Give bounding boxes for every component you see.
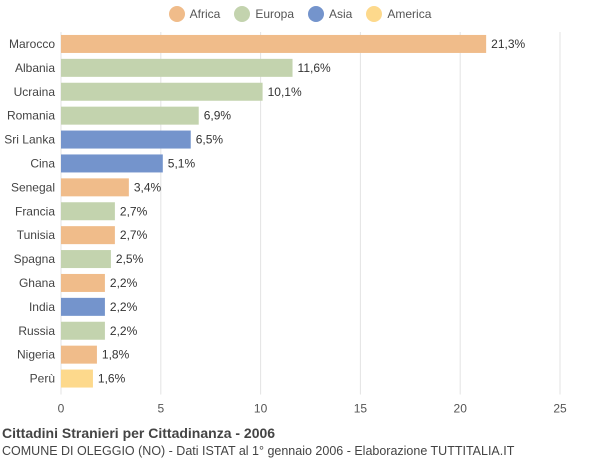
category-label: Ghana (19, 276, 55, 290)
data-label: 3,4% (134, 180, 162, 194)
data-label: 2,5% (116, 252, 144, 266)
bar (61, 130, 191, 149)
data-label: 2,2% (110, 276, 138, 290)
x-tick-label: 0 (58, 402, 65, 416)
category-label: Romania (7, 109, 55, 123)
bar (61, 250, 111, 269)
category-label: Albania (15, 61, 55, 75)
legend-label-africa: Africa (189, 7, 221, 21)
category-label: Spagna (14, 252, 56, 266)
legend-item-america: America (366, 6, 431, 22)
bar (61, 345, 97, 364)
chart-legend: Africa Europa Asia America (0, 6, 600, 22)
chart-subtitle: COMUNE DI OLEGGIO (NO) - Dati ISTAT al 1… (2, 444, 515, 458)
category-label: India (29, 300, 55, 314)
category-label: Tunisia (17, 228, 56, 242)
category-label: Russia (18, 324, 55, 338)
data-label: 2,7% (120, 204, 148, 218)
data-label: 11,6% (298, 61, 331, 75)
data-label: 10,1% (268, 85, 302, 99)
legend-label-europa: Europa (255, 7, 295, 21)
x-tick-label: 25 (553, 402, 567, 416)
bar (61, 321, 105, 340)
legend-label-america: America (387, 7, 432, 21)
category-label: Nigeria (17, 348, 55, 362)
bar (61, 369, 93, 388)
legend-swatch-america (366, 6, 383, 22)
data-label: 2,2% (110, 300, 138, 314)
bar (61, 178, 129, 197)
data-label: 6,9% (204, 109, 232, 123)
data-label: 2,7% (120, 228, 148, 242)
legend-label-asia: Asia (329, 7, 353, 21)
bar (61, 106, 199, 125)
data-label: 6,5% (196, 133, 224, 147)
category-label: Ucraina (14, 85, 56, 99)
category-label: Perù (30, 372, 55, 386)
legend-swatch-europa (234, 6, 251, 22)
legend-item-europa: Europa (234, 6, 294, 22)
bar-chart: 0 5 10 15 20 25 Marocco 21,3% Albania 11,6% Ucrain… (4, 32, 567, 416)
data-label: 1,8% (102, 348, 130, 362)
legend-item-africa: Africa (168, 6, 221, 22)
category-label: Marocco (9, 37, 55, 51)
data-label: 21,3% (491, 37, 525, 51)
x-tick-label: 20 (454, 402, 468, 416)
category-label: Francia (15, 204, 55, 218)
x-tick-label: 15 (354, 402, 368, 416)
legend-item-asia: Asia (308, 6, 352, 22)
bar (61, 202, 115, 221)
data-label: 1,6% (98, 372, 126, 386)
bar (61, 297, 105, 316)
data-label: 5,1% (168, 156, 196, 170)
bar (61, 226, 115, 245)
chart-title: Cittadini Stranieri per Cittadinanza - 2… (2, 425, 276, 441)
category-label: Sri Lanka (4, 133, 55, 147)
category-label: Cina (30, 156, 55, 170)
legend-swatch-asia (308, 6, 325, 22)
bar (61, 82, 263, 101)
bar (61, 154, 163, 173)
bar (61, 273, 105, 292)
bar (61, 34, 487, 53)
data-label: 2,2% (110, 324, 138, 338)
category-label: Senegal (11, 180, 55, 194)
x-tick-label: 5 (157, 402, 164, 416)
x-tick-label: 10 (254, 402, 268, 416)
legend-swatch-africa (168, 6, 185, 22)
bar (61, 58, 293, 77)
